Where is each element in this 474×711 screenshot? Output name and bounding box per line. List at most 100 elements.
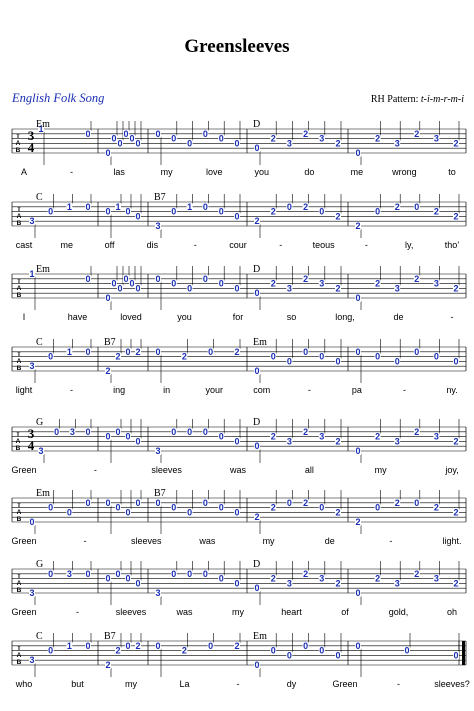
- note-mask: [115, 503, 121, 512]
- fret-number: 0: [117, 138, 122, 148]
- lyric-syllable: -: [364, 240, 368, 250]
- fret-number: 0: [287, 356, 292, 366]
- fret-number: 0: [335, 356, 340, 366]
- note-mask: [181, 352, 188, 361]
- fret-number: 0: [105, 574, 110, 584]
- fret-number: 1: [67, 202, 72, 212]
- note-mask: [170, 503, 177, 512]
- note-mask: [302, 569, 309, 578]
- note-mask: [270, 279, 277, 288]
- fret-number: 1: [38, 124, 43, 134]
- fret-number: 0: [355, 347, 360, 357]
- fret-number: 0: [203, 274, 208, 284]
- tab-staff: TAB 30 3 0 0 0 0 030 0 0 0 0 02 32 3 202 32 3 2: [11, 561, 467, 605]
- note-mask: [29, 362, 35, 371]
- note-mask: [270, 574, 277, 583]
- tab-label: B: [17, 220, 22, 227]
- tab-label: T: [17, 351, 21, 358]
- note-mask: [47, 207, 54, 216]
- fret-number: 0: [105, 148, 110, 158]
- note-mask: [218, 134, 225, 143]
- fret-number: 0: [125, 207, 130, 217]
- note-mask: [374, 352, 381, 361]
- note-mask: [270, 207, 277, 216]
- lyric-syllable: in: [163, 385, 171, 395]
- note-mask: [355, 149, 361, 157]
- fret-number: 0: [171, 569, 176, 579]
- fret-number: 0: [155, 129, 160, 139]
- note-mask: [335, 284, 341, 293]
- fret-number: 2: [182, 352, 187, 362]
- note-mask: [270, 503, 277, 512]
- note-mask: [181, 646, 188, 655]
- fret-number: 1: [67, 641, 72, 651]
- fret-number: 3: [287, 578, 292, 588]
- note-mask: [270, 432, 277, 441]
- note-mask: [66, 569, 73, 578]
- fret-number: 0: [319, 207, 324, 217]
- fret-number: 0: [203, 569, 208, 579]
- fret-number: 0: [29, 517, 34, 527]
- tab-system: T A B 3 0 1 0 2 2 0 2 0 2 0 2 0 0 0 0 0 0 0 0 0 C B7 Em who but my La -…: [0, 631, 474, 702]
- note-mask: [254, 217, 260, 226]
- lyric-syllable: sleeves?: [434, 679, 470, 689]
- note-mask: [170, 134, 177, 143]
- note-mask: [355, 447, 361, 455]
- note-mask: [433, 574, 440, 583]
- note-mask: [254, 367, 260, 375]
- note-mask: [286, 284, 293, 293]
- note-mask: [125, 574, 131, 583]
- note-mask: [394, 579, 401, 588]
- note-mask: [218, 279, 225, 288]
- note-mask: [47, 569, 54, 578]
- note-mask: [186, 284, 193, 293]
- fret-number: 0: [234, 138, 239, 148]
- fret-number: 2: [335, 138, 340, 148]
- fret-number: 2: [105, 366, 110, 376]
- lyric-syllable: loved: [120, 312, 142, 322]
- fret-number: 0: [187, 283, 192, 293]
- note-mask: [85, 641, 91, 650]
- note-mask: [85, 427, 91, 436]
- note-mask: [335, 357, 341, 366]
- lyric-syllable: cour: [229, 240, 247, 250]
- fret-number: 0: [187, 507, 192, 517]
- tab-system: T A B 3 4 3 0 3 0 0 0 0 0 3 0 0 0 0 0 0 2 3 2 3 2 0 2 3 2 3 2 G D Green - s…: [0, 417, 474, 488]
- note-mask: [85, 274, 91, 283]
- fret-number: 2: [453, 436, 458, 446]
- fret-number: 0: [171, 134, 176, 144]
- fret-number: 2: [335, 211, 340, 221]
- note-mask: [254, 513, 260, 522]
- time-signature-digit: 4: [28, 438, 35, 453]
- lyric-syllable: -: [279, 240, 283, 250]
- note-mask: [394, 437, 401, 446]
- fret-number: 0: [414, 347, 419, 357]
- note-mask: [453, 579, 459, 588]
- lyric-syllable: for: [232, 312, 244, 322]
- note-mask: [318, 574, 325, 583]
- tab-label: A: [16, 140, 21, 147]
- note-mask: [115, 202, 121, 211]
- lyric-syllable: but: [71, 679, 84, 689]
- fret-number: 3: [434, 432, 439, 442]
- fret-number: 0: [187, 138, 192, 148]
- note-mask: [286, 579, 293, 588]
- fret-number: 0: [254, 660, 259, 670]
- fret-number: 0: [219, 207, 224, 217]
- note-mask: [155, 498, 161, 507]
- note-mask: [105, 574, 111, 583]
- tab-label: T: [17, 645, 21, 652]
- fret-number: 2: [395, 498, 400, 508]
- lyric-syllable: -: [70, 385, 74, 395]
- fret-number: 3: [155, 446, 160, 456]
- fret-number: 0: [129, 134, 134, 144]
- lyric-syllable: of: [341, 607, 349, 617]
- note-mask: [66, 202, 73, 211]
- fret-number: 0: [48, 646, 53, 656]
- rh-pattern-label: RH Pattern:: [370, 94, 419, 105]
- lyric-syllable: -: [307, 385, 311, 395]
- fret-number: 2: [254, 216, 259, 226]
- note-mask: [47, 352, 54, 361]
- note-mask: [433, 134, 440, 143]
